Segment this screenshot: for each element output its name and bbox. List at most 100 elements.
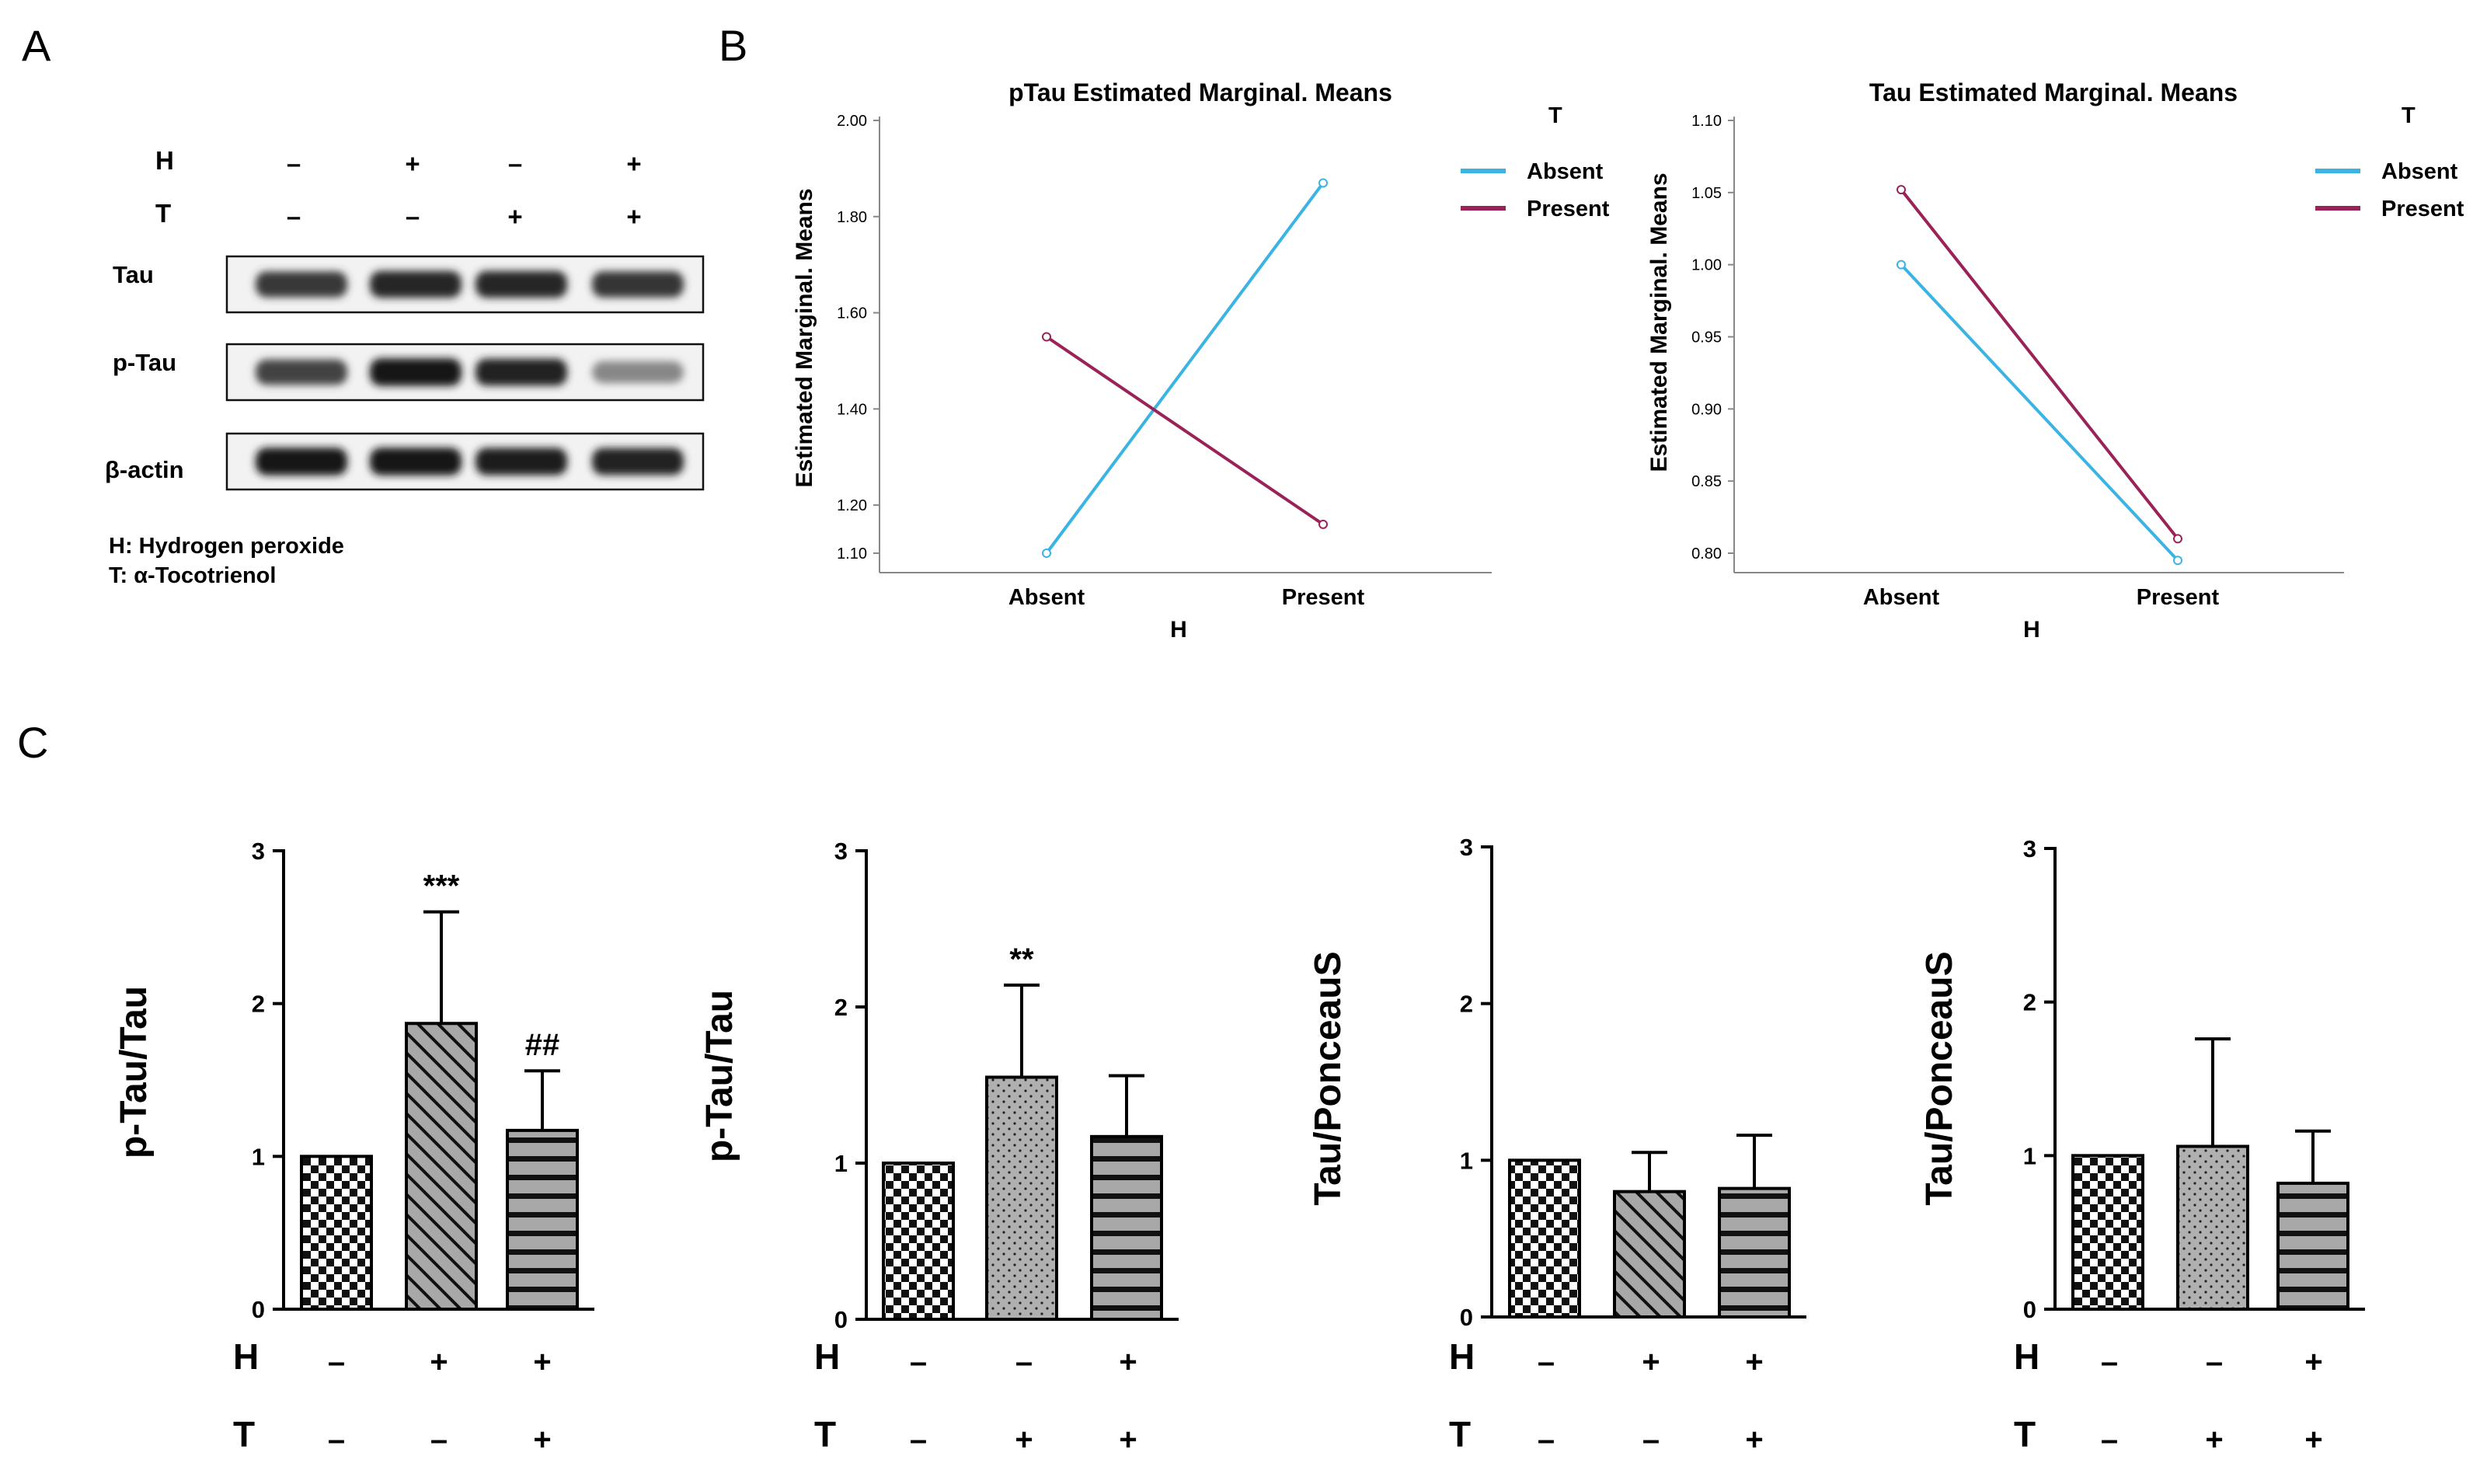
blot-band bbox=[256, 271, 347, 298]
bar bbox=[2276, 1181, 2349, 1311]
legend-entry: Absent bbox=[1527, 159, 1604, 184]
data-point bbox=[1897, 185, 1906, 195]
tau-emm-xlabel: H bbox=[2023, 617, 2040, 643]
condition-sign: – bbox=[1538, 1423, 1555, 1457]
x-category-label: Present bbox=[2137, 585, 2220, 610]
tau-emm-legend-title: T bbox=[2402, 103, 2416, 128]
bar bbox=[985, 1075, 1058, 1321]
y-tick-label: 1.60 bbox=[837, 305, 867, 322]
ptau-emm-ylabel: Estimated Marginal. Means bbox=[792, 188, 817, 487]
condition-sign: – bbox=[910, 1345, 927, 1379]
condition-sign: – bbox=[1538, 1345, 1555, 1379]
bar-chart-4-ylabel: Tau/PonceauS bbox=[1919, 951, 1960, 1205]
blot-t-row-label: T bbox=[155, 199, 171, 228]
series-line bbox=[1900, 263, 2179, 562]
y-tick-label: 0.80 bbox=[1691, 545, 1722, 563]
bar bbox=[1718, 1186, 1791, 1319]
blot-legend-t: T: α-Tocotrienol bbox=[109, 563, 276, 588]
condition-sign: – bbox=[1642, 1423, 1660, 1457]
panel-label-b: B bbox=[719, 21, 747, 70]
condition-row-label: T bbox=[233, 1414, 255, 1454]
data-point bbox=[2173, 556, 2182, 566]
y-tick-label: 1 bbox=[834, 1150, 848, 1177]
blot-band bbox=[370, 270, 462, 298]
bar-chart-2-ylabel: p-Tau/Tau bbox=[699, 990, 740, 1162]
legend-entry: Present bbox=[1527, 197, 1610, 221]
condition-sign: – bbox=[328, 1423, 345, 1457]
series-line bbox=[1045, 335, 1325, 526]
condition-sign: – bbox=[1015, 1345, 1033, 1379]
condition-sign: + bbox=[430, 1345, 448, 1379]
condition-sign: – bbox=[2101, 1423, 2118, 1457]
condition-sign: + bbox=[1015, 1423, 1033, 1457]
y-tick-label: 1.20 bbox=[837, 497, 867, 514]
blot-band bbox=[475, 358, 567, 386]
blot-band bbox=[256, 448, 347, 476]
condition-sign: + bbox=[1745, 1423, 1763, 1457]
blot-h-row-label: H bbox=[155, 146, 174, 175]
x-category-label: Absent bbox=[1008, 585, 1085, 610]
bar-chart-4: Tau/PonceauS 0 1 2 3 H – – + T – + + bbox=[1919, 835, 2365, 1457]
series-line bbox=[1900, 188, 2179, 540]
ptau-emm-chart: pTau Estimated Marginal. Means Estimated… bbox=[792, 78, 1610, 643]
legend-entry: Present bbox=[2381, 197, 2464, 221]
condition-sign: + bbox=[533, 1345, 551, 1379]
y-tick-label: 0 bbox=[252, 1296, 265, 1323]
tau-emm-chart: Tau Estimated Marginal. Means Estimated … bbox=[1646, 78, 2464, 643]
condition-sign: + bbox=[1745, 1345, 1763, 1379]
blot-band bbox=[475, 448, 567, 476]
condition-sign: + bbox=[1119, 1345, 1137, 1379]
y-tick-label: 3 bbox=[1460, 834, 1473, 861]
y-tick-label: 3 bbox=[252, 838, 265, 865]
y-tick-label: 3 bbox=[2023, 835, 2036, 862]
tau-emm-title: Tau Estimated Marginal. Means bbox=[1869, 78, 2238, 106]
y-tick-label: 2 bbox=[1460, 991, 1473, 1018]
series-line bbox=[1045, 182, 1325, 555]
blot-band bbox=[256, 359, 347, 385]
bar bbox=[882, 1162, 955, 1321]
blot-h-sign-2: + bbox=[405, 149, 420, 178]
blot-h-sign-1: – bbox=[287, 149, 301, 178]
western-blot-panel: H T – + – + – – + + Tau p-Tau β-actin H:… bbox=[105, 146, 705, 588]
bar-chart-3: Tau/PonceauS 0 1 2 3 H – + + T – – + bbox=[1308, 834, 1806, 1457]
y-tick-label: 1.80 bbox=[837, 209, 867, 226]
condition-row-label: H bbox=[1449, 1336, 1475, 1377]
data-point bbox=[1897, 260, 1906, 270]
blot-band bbox=[592, 448, 684, 476]
blot-label-tau: Tau bbox=[113, 261, 154, 288]
y-tick-label: 0.85 bbox=[1691, 473, 1722, 490]
blot-band bbox=[370, 358, 462, 386]
y-tick-label: 2.00 bbox=[837, 113, 867, 130]
bar-chart-1-ylabel: p-Tau/Tau bbox=[113, 986, 155, 1158]
data-point bbox=[2173, 534, 2182, 544]
blot-label-ptau: p-Tau bbox=[113, 349, 176, 376]
condition-row-label: T bbox=[1449, 1414, 1471, 1454]
y-tick-label: 1.05 bbox=[1691, 185, 1722, 202]
significance-label: ** bbox=[1009, 942, 1034, 977]
y-tick-label: 1.00 bbox=[1691, 257, 1722, 274]
condition-sign: + bbox=[533, 1423, 551, 1457]
blot-legend-h: H: Hydrogen peroxide bbox=[109, 534, 344, 559]
blot-band bbox=[592, 361, 684, 384]
bar-chart-1: p-Tau/Tau *** ## 0 1 2 3 H – + + T – – + bbox=[113, 838, 594, 1457]
condition-sign: + bbox=[1119, 1423, 1137, 1457]
ptau-emm-title: pTau Estimated Marginal. Means bbox=[1008, 78, 1392, 106]
blot-band bbox=[475, 270, 567, 298]
bar bbox=[300, 1155, 373, 1312]
legend-entry: Absent bbox=[2381, 159, 2458, 184]
y-tick-label: 1 bbox=[252, 1143, 265, 1170]
significance-label: ## bbox=[525, 1028, 560, 1062]
condition-row-label: H bbox=[2014, 1336, 2039, 1377]
data-point bbox=[1318, 178, 1328, 188]
y-tick-label: 2 bbox=[2023, 989, 2036, 1016]
bar bbox=[2071, 1154, 2144, 1312]
x-category-label: Absent bbox=[1863, 585, 1940, 610]
condition-sign: + bbox=[1642, 1345, 1660, 1379]
blot-label-actin: β-actin bbox=[105, 456, 184, 483]
condition-row-label: H bbox=[233, 1336, 259, 1377]
tau-emm-ylabel: Estimated Marginal. Means bbox=[1646, 172, 1672, 472]
y-tick-label: 2 bbox=[252, 991, 265, 1018]
condition-sign: + bbox=[2304, 1423, 2322, 1457]
y-tick-label: 1 bbox=[2023, 1142, 2036, 1169]
